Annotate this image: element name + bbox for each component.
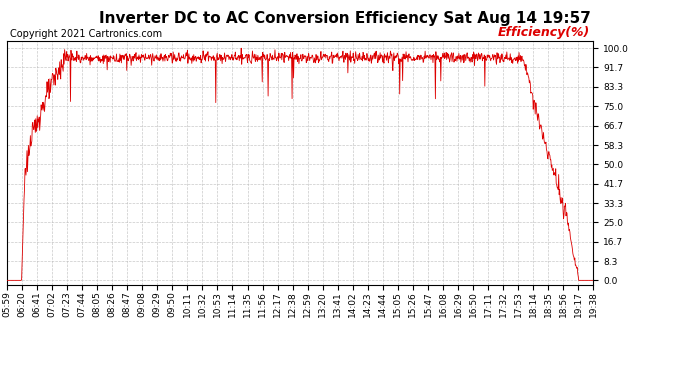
Text: Inverter DC to AC Conversion Efficiency Sat Aug 14 19:57: Inverter DC to AC Conversion Efficiency … <box>99 11 591 26</box>
Text: Copyright 2021 Cartronics.com: Copyright 2021 Cartronics.com <box>10 29 162 39</box>
Text: Efficiency(%): Efficiency(%) <box>498 26 591 39</box>
